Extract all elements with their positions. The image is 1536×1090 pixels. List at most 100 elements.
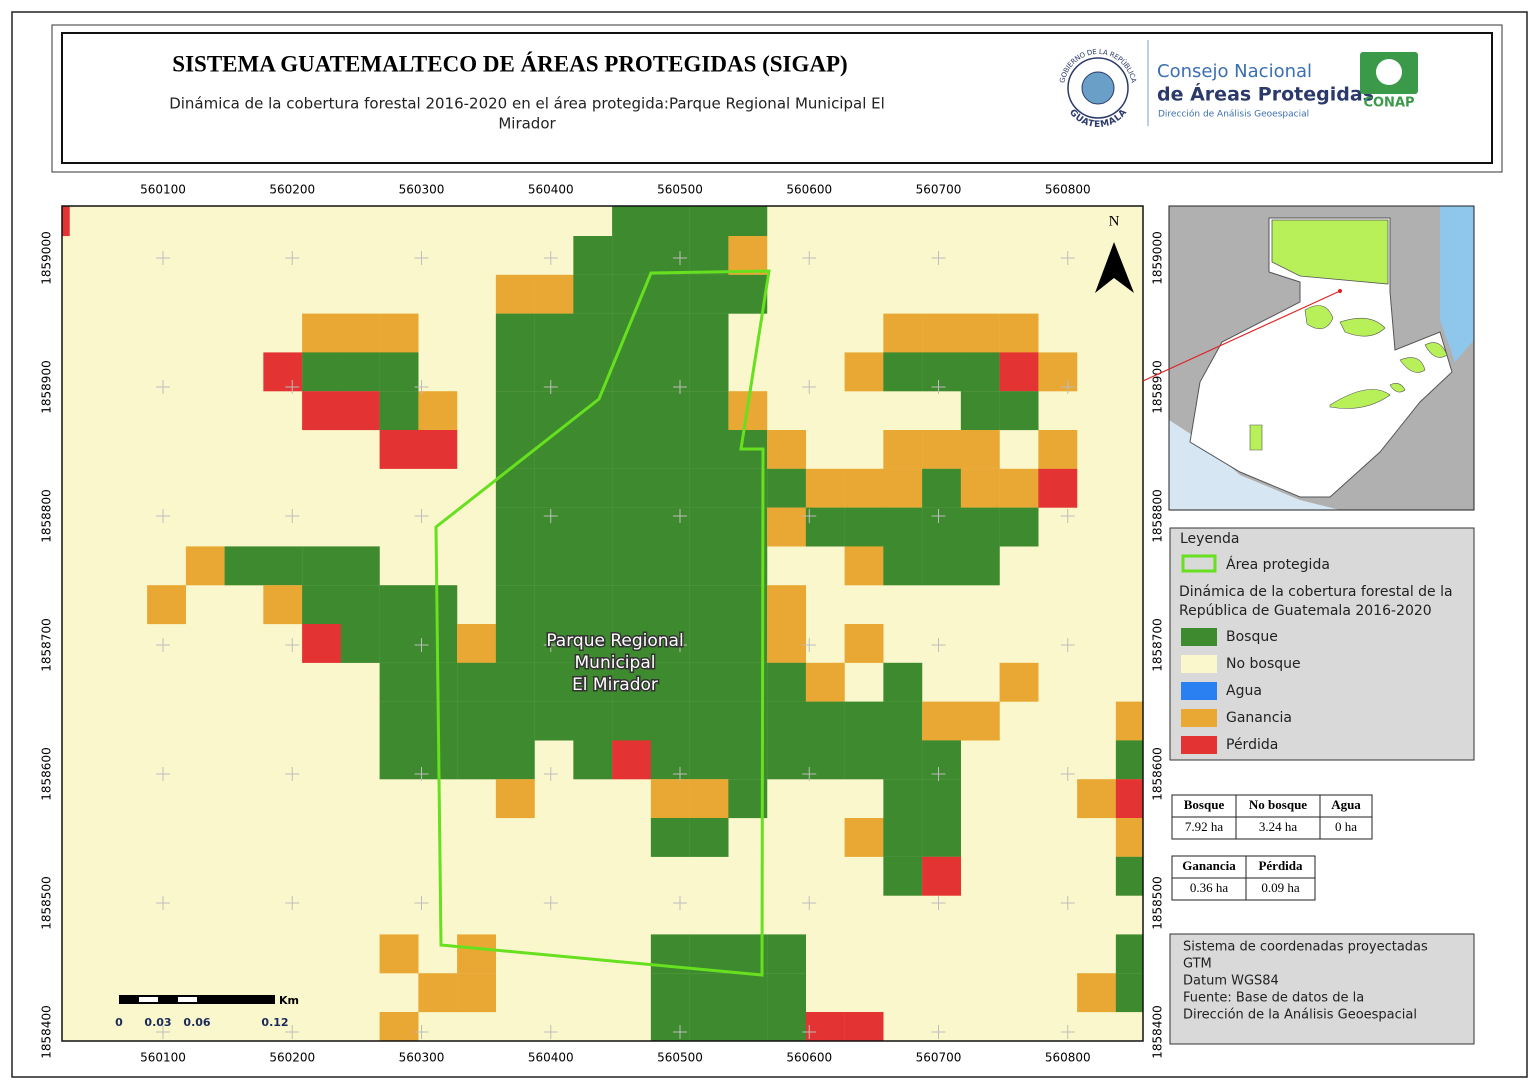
raster-cell: [883, 313, 923, 353]
raster-cell: [534, 662, 574, 702]
title: SISTEMA GUATEMALTECO DE ÁREAS PROTEGIDAS…: [172, 51, 847, 76]
x-tick-label: 560700: [916, 1051, 962, 1065]
raster-cell: [689, 973, 729, 1013]
grid-cross: [931, 1025, 946, 1039]
raster-cell: [457, 740, 496, 780]
grid-cross: [543, 896, 558, 910]
info-line: Fuente: Base de datos de la: [1183, 991, 1364, 1006]
grid-cross: [285, 896, 300, 910]
raster-cell: [534, 701, 574, 741]
locator-line: [1142, 290, 1341, 382]
raster-cell: [767, 662, 806, 702]
raster-cell: [844, 352, 884, 392]
scale-label: 0: [115, 1016, 123, 1029]
table-header: Ganancia: [1182, 858, 1236, 873]
map-border: [61, 205, 1144, 1042]
grid-cross: [156, 509, 170, 523]
raster-cell: [650, 352, 690, 392]
raster-cell: [999, 313, 1039, 353]
x-tick-label: 560400: [528, 183, 574, 197]
raster-cell: [573, 662, 613, 702]
raster-cell: [844, 701, 884, 741]
seal-emblem: [1081, 71, 1115, 105]
grid-cross: [156, 251, 170, 265]
raster-cell: [728, 701, 768, 741]
raster-cell: [534, 313, 574, 353]
raster-cell: [62, 206, 70, 237]
raster-cell: [612, 468, 651, 508]
x-tick-label: 560500: [657, 1051, 703, 1065]
raster-cell: [1038, 468, 1078, 508]
subtitle: Mirador: [498, 115, 556, 133]
grid-cross: [156, 638, 170, 652]
table-cell: 7.92 ha: [1185, 819, 1224, 834]
grid-cross: [1060, 767, 1075, 781]
raster-cell: [612, 507, 651, 547]
grid-cross: [802, 509, 817, 523]
raster-cell: [457, 973, 496, 1013]
raster-cell: [767, 740, 806, 780]
raster-cell: [650, 740, 690, 780]
y-tick-label: 1858800: [40, 489, 54, 542]
table-cell: 0.09 ha: [1261, 880, 1300, 895]
raster-cell: [534, 546, 574, 586]
legend-subtitle: República de Guatemala 2016-2020: [1179, 603, 1432, 619]
raster-cell: [689, 352, 729, 392]
scale-label: 0.12: [261, 1016, 288, 1029]
raster-cell: [650, 818, 690, 857]
raster-cell: [960, 507, 1000, 547]
raster-cell: [844, 740, 884, 780]
protected-areas: [1249, 305, 1448, 451]
raster-cell: [650, 662, 690, 702]
raster-cell: [495, 740, 535, 780]
y-tick-label: 1858600: [1151, 747, 1165, 800]
raster-cell: [689, 740, 729, 780]
grid-cross: [931, 767, 946, 781]
grid-cross: [543, 509, 558, 523]
raster-cell: [379, 313, 419, 353]
raster-cell: [922, 740, 961, 780]
legend-title: Leyenda: [1180, 531, 1239, 547]
x-tick-label: 560200: [269, 183, 315, 197]
raster-cell: [495, 391, 535, 431]
x-tick-label: 560700: [916, 183, 962, 197]
raster-cell: [883, 352, 923, 392]
raster-cell: [185, 546, 225, 586]
grid-cross: [414, 767, 429, 781]
sea: [1169, 420, 1340, 510]
grid-cross: [414, 380, 429, 394]
raster-cell: [767, 934, 806, 974]
grid-cross: [1060, 638, 1075, 652]
raster-cell: [418, 391, 458, 431]
raster-cell: [612, 236, 651, 275]
raster-cell: [573, 391, 613, 431]
raster-cell: [495, 313, 535, 353]
raster-cell: [728, 779, 768, 819]
raster-cell: [1115, 701, 1143, 741]
org-name: de Áreas Protegidas: [1157, 83, 1374, 106]
protected-areas: [1271, 219, 1389, 285]
grid-cross: [1060, 509, 1075, 523]
y-tick-label: 1858600: [40, 747, 54, 800]
legend-label: Área protegida: [1226, 556, 1330, 573]
grid-cross: [543, 251, 558, 265]
raster-cell: [302, 391, 341, 431]
legend-subtitle: Dinámica de la cobertura forestal de la: [1179, 584, 1453, 600]
raster-cell: [573, 740, 613, 780]
table-cell: 0.36 ha: [1190, 880, 1229, 895]
raster-cell: [805, 468, 845, 508]
raster-cell: [960, 546, 1000, 586]
x-tick-label: 560600: [786, 183, 832, 197]
protected-area: [434, 269, 771, 977]
raster-cell: [340, 546, 380, 586]
grid-cross: [285, 251, 300, 265]
raster-cell: [689, 468, 729, 508]
grid-cross: [543, 380, 558, 394]
y-tick-label: 1859000: [40, 231, 54, 284]
grid-cross: [543, 638, 558, 652]
subtitle: Dinámica de la cobertura forestal 2016-2…: [169, 95, 885, 113]
raster-cell: [999, 391, 1039, 431]
x-tick-label: 560200: [269, 1051, 315, 1065]
raster-cell: [302, 624, 341, 663]
raster-cell: [689, 701, 729, 741]
